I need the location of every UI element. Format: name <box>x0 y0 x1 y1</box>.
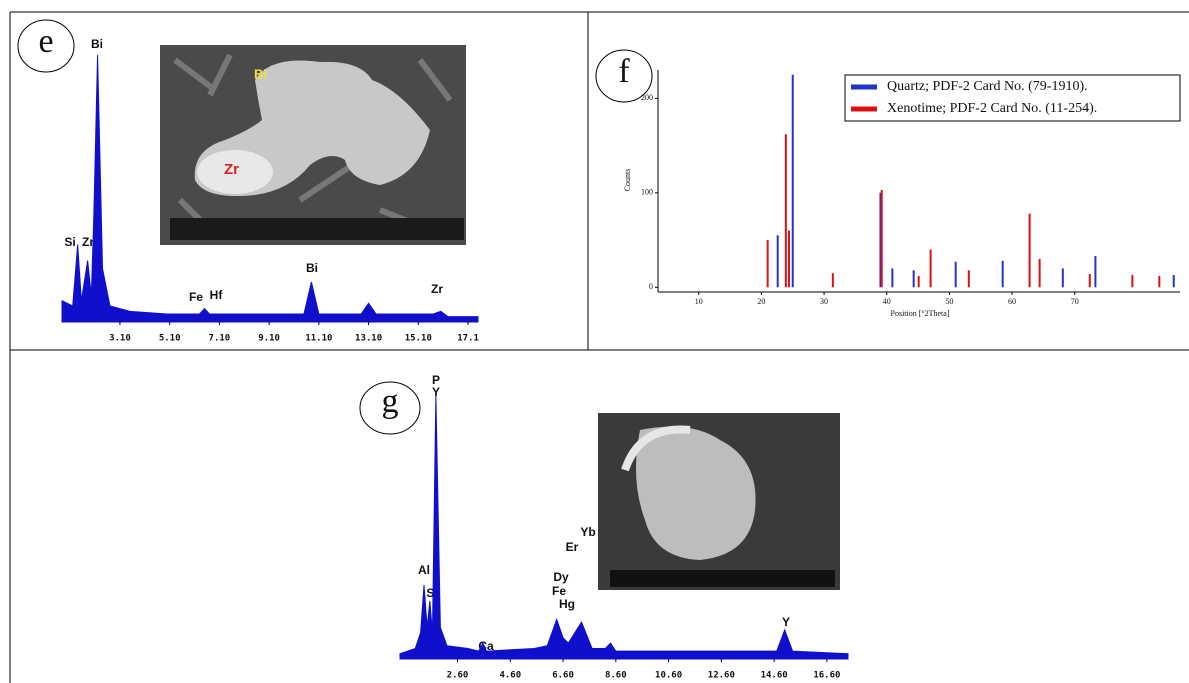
peak-label: Zr <box>431 282 443 296</box>
x-tick-label: 50 <box>945 297 953 306</box>
x-tick-label: 8.60 <box>605 671 627 681</box>
x-tick-label: 7.10 <box>209 334 231 344</box>
peak-label: Bi <box>91 37 103 51</box>
x-tick-label: 5.10 <box>159 334 181 344</box>
peak-label: Y <box>782 615 790 629</box>
x-tick-label: 4.60 <box>499 671 521 681</box>
x-tick-label: 16.60 <box>813 671 840 681</box>
x-tick-label: 15.10 <box>405 334 432 344</box>
peak-label: Hf <box>210 288 224 302</box>
peak-label: Al <box>418 563 430 577</box>
y-tick-label: 0 <box>649 282 653 291</box>
y-tick-label: 100 <box>641 188 653 197</box>
inset-label: Bi <box>254 66 267 81</box>
panel-label: f <box>618 53 630 90</box>
x-tick-label: 60 <box>1008 297 1016 306</box>
x-tick-label: 10.60 <box>655 671 682 681</box>
panel-label: g <box>382 383 399 420</box>
legend-label: Xenotime; PDF-2 Card No. (11-254). <box>887 101 1097 116</box>
x-tick-label: 13.10 <box>355 334 382 344</box>
y-axis-label: Counts <box>623 169 632 192</box>
x-tick-label: 9.10 <box>258 334 280 344</box>
x-axis-label: Position [°2Theta] <box>891 309 950 318</box>
peak-label: Fe <box>189 290 203 304</box>
inset-label: Zr <box>224 161 239 178</box>
panel-label: e <box>38 23 53 60</box>
x-tick-label: 3.10 <box>109 334 131 344</box>
x-tick-label: 14.60 <box>761 671 788 681</box>
y-tick-label: 200 <box>641 93 653 102</box>
legend-label: Quartz; PDF-2 Card No. (79-1910). <box>887 79 1088 94</box>
x-tick-label: 12.60 <box>708 671 735 681</box>
x-tick-label: 10 <box>695 297 703 306</box>
x-tick-label: 6.60 <box>552 671 574 681</box>
x-tick-label: 11.10 <box>305 334 332 344</box>
image-databar <box>610 570 835 587</box>
peak-label: Yb <box>580 525 595 539</box>
x-tick-label: 20 <box>757 297 765 306</box>
sem-image: Bi Zr <box>160 45 466 245</box>
peak-label: Dy <box>553 570 569 584</box>
figure: e f g Bi Zr Bi Si Zr Fe Hf Bi Zr P Y Al … <box>0 0 1189 683</box>
x-tick-label: 17.1 <box>457 334 479 344</box>
x-tick-label: 2.60 <box>447 671 469 681</box>
sem-image <box>598 413 840 590</box>
x-tick-label: 40 <box>883 297 891 306</box>
peak-label: Er <box>566 540 579 554</box>
x-tick-label: 30 <box>820 297 828 306</box>
peak-label: Bi <box>306 261 318 275</box>
peak-label: Si <box>64 235 75 249</box>
image-databar <box>170 218 464 240</box>
x-tick-label: 70 <box>1071 297 1079 306</box>
peak-label: Fe <box>552 584 566 598</box>
peak-label: Hg <box>559 597 575 611</box>
